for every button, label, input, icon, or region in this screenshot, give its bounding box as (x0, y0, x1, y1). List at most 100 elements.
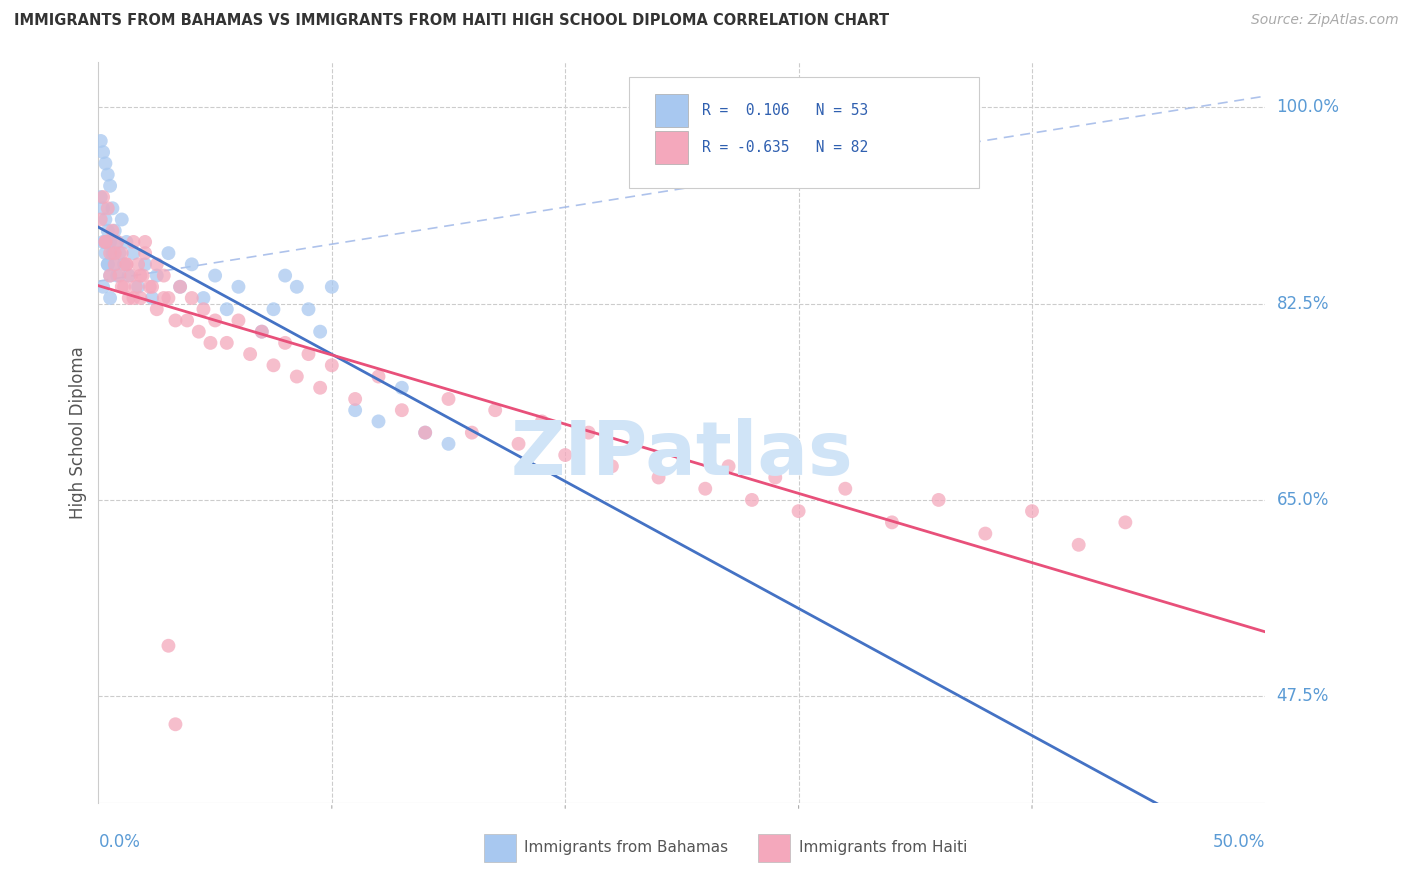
Point (344, 403, 367, 417)
Point (484, 403, 506, 417)
Point (90, 190, 112, 204)
Text: 47.5%: 47.5% (1277, 687, 1329, 706)
Point (111, 212, 134, 227)
Point (461, 425, 484, 440)
Text: Immigrants from Haiti: Immigrants from Haiti (799, 839, 967, 855)
Point (101, 224, 124, 238)
Point (508, 437, 530, 451)
Point (413, 425, 436, 440)
Point (228, 280, 250, 294)
Point (94, 235, 117, 249)
Text: Immigrants from Bahamas: Immigrants from Bahamas (524, 839, 728, 855)
Point (787, 504, 810, 518)
Point (120, 268, 142, 283)
Point (104, 257, 127, 271)
Point (285, 280, 308, 294)
Point (157, 639, 180, 653)
Point (437, 437, 460, 451)
Point (309, 381, 332, 395)
Point (176, 313, 198, 327)
Point (391, 403, 413, 417)
Point (180, 291, 202, 305)
Point (928, 492, 950, 507)
Point (129, 291, 152, 305)
Text: 100.0%: 100.0% (1277, 98, 1340, 116)
Point (285, 369, 308, 384)
Point (600, 459, 623, 474)
Point (391, 381, 413, 395)
Point (165, 313, 187, 327)
Point (157, 291, 180, 305)
Point (262, 359, 284, 373)
Point (122, 291, 145, 305)
Point (321, 359, 343, 373)
Text: 82.5%: 82.5% (1277, 294, 1329, 312)
Point (115, 257, 138, 271)
Point (112, 280, 135, 294)
Point (215, 302, 238, 317)
Point (1067, 538, 1090, 552)
Point (122, 246, 145, 260)
Point (530, 414, 553, 428)
Point (94, 235, 117, 249)
Point (115, 235, 138, 249)
Point (125, 280, 148, 294)
Point (695, 482, 717, 496)
Point (204, 268, 226, 283)
Point (108, 246, 131, 260)
Point (309, 325, 332, 339)
Text: 0.0%: 0.0% (98, 833, 141, 851)
Point (91, 235, 114, 249)
Point (91, 201, 114, 215)
Point (141, 291, 163, 305)
Point (1021, 504, 1043, 518)
Point (108, 268, 131, 283)
Point (554, 448, 576, 462)
Point (146, 302, 169, 317)
Y-axis label: High School Diploma: High School Diploma (69, 346, 87, 519)
Point (250, 325, 273, 339)
Point (98, 268, 121, 283)
Text: ZIPatlas: ZIPatlas (510, 418, 853, 491)
Point (98, 235, 121, 249)
Point (321, 280, 343, 294)
Point (91, 280, 114, 294)
Point (97, 201, 120, 215)
Point (112, 257, 135, 271)
Point (111, 246, 134, 260)
Point (187, 325, 209, 339)
Point (834, 482, 856, 496)
Point (101, 246, 124, 260)
Text: 65.0%: 65.0% (1277, 491, 1329, 509)
Point (104, 224, 127, 238)
Point (105, 235, 128, 249)
Point (1114, 516, 1136, 530)
Point (104, 257, 127, 271)
Point (297, 302, 319, 317)
Point (90, 212, 112, 227)
Point (97, 257, 120, 271)
Point (146, 257, 169, 271)
Point (97, 168, 120, 182)
Point (200, 335, 222, 350)
Point (413, 425, 436, 440)
Point (169, 280, 191, 294)
Point (297, 347, 319, 361)
Point (169, 280, 191, 294)
Point (98, 246, 121, 260)
Point (101, 201, 124, 215)
FancyBboxPatch shape (655, 94, 688, 128)
Point (741, 492, 763, 507)
Text: IMMIGRANTS FROM BAHAMAS VS IMMIGRANTS FROM HAITI HIGH SCHOOL DIPLOMA CORRELATION: IMMIGRANTS FROM BAHAMAS VS IMMIGRANTS FR… (14, 13, 889, 29)
Point (193, 302, 215, 317)
Point (165, 717, 187, 731)
Point (94, 212, 117, 227)
Point (90, 134, 112, 148)
Point (127, 257, 149, 271)
Point (139, 280, 162, 294)
Point (193, 291, 215, 305)
Point (228, 313, 250, 327)
Point (146, 268, 169, 283)
Point (134, 246, 156, 260)
Point (647, 470, 669, 484)
